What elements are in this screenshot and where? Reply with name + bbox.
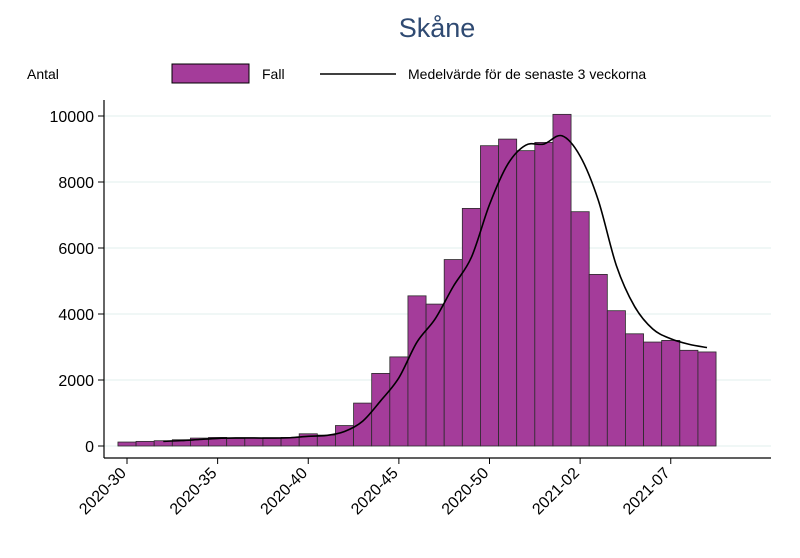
y-tick-label: 0 <box>85 439 94 456</box>
bar <box>606 310 626 447</box>
bar <box>661 339 681 447</box>
legend-label-average: Medelvärde för de senaste 3 veckorna <box>408 66 646 82</box>
bar <box>226 438 246 447</box>
bar <box>135 440 155 447</box>
x-ticks: 2020-30 2020-35 2020-40 2020-45 2020-50 2021-… <box>76 458 674 519</box>
chart-title: Skåne <box>399 13 476 43</box>
x-tick-label: 2020-45 <box>348 465 402 519</box>
bar <box>516 150 536 447</box>
bar <box>353 402 373 447</box>
average-line <box>163 134 708 443</box>
bar <box>407 295 427 447</box>
x-tick-label: 2020-40 <box>258 465 312 519</box>
bar <box>316 434 336 447</box>
bar <box>534 141 554 447</box>
bar <box>461 207 481 447</box>
x-tick-label: 2021-07 <box>620 465 674 519</box>
y-ticks: 0 2000 4000 6000 8000 10000 <box>50 109 104 456</box>
bars <box>117 113 717 447</box>
legend: Fall Medelvärde för de senaste 3 veckorn… <box>171 63 646 84</box>
bar <box>244 437 264 447</box>
x-tick-label: 2020-30 <box>76 465 130 519</box>
y-tick-label: 10000 <box>50 109 95 126</box>
bar <box>679 349 699 447</box>
y-tick-label: 4000 <box>58 307 94 324</box>
legend-swatch-fall <box>171 63 250 84</box>
bar <box>588 273 608 447</box>
axes <box>103 100 771 459</box>
bar <box>552 113 572 447</box>
x-tick-label: 2020-35 <box>167 465 221 519</box>
legend-label-fall: Fall <box>262 66 285 82</box>
y-axis-label: Antal <box>27 66 59 82</box>
y-tick-label: 6000 <box>58 241 94 258</box>
bar <box>498 138 518 447</box>
bar <box>697 351 717 447</box>
bar <box>389 356 409 447</box>
bar <box>425 303 445 447</box>
x-tick-label: 2020-50 <box>439 465 493 519</box>
bar <box>262 437 282 447</box>
average-line-path <box>163 134 708 443</box>
bar <box>570 211 590 447</box>
bar <box>117 441 137 447</box>
bar <box>625 333 644 447</box>
bar <box>643 341 663 447</box>
x-tick-label: 2021-02 <box>529 465 583 519</box>
y-tick-label: 8000 <box>58 175 94 192</box>
y-tick-label: 2000 <box>58 373 94 390</box>
